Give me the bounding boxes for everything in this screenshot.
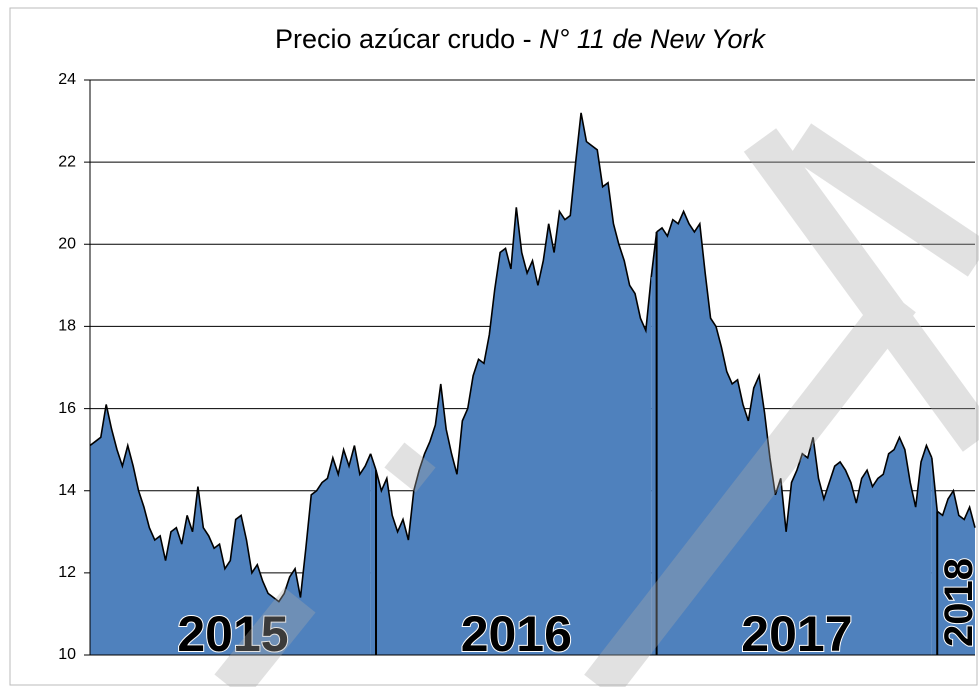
watermark xyxy=(214,123,979,687)
title-italic: N° 11 de New York xyxy=(539,24,766,54)
y-tick-label: 16 xyxy=(58,400,76,417)
year-label: 2016 xyxy=(461,606,572,662)
y-tick-label: 10 xyxy=(58,646,76,663)
area-bridge xyxy=(931,457,938,655)
area xyxy=(937,490,975,655)
y-tick-label: 18 xyxy=(58,318,76,335)
area xyxy=(376,112,652,656)
y-tick-label: 22 xyxy=(58,153,76,170)
chart-title: Precio azúcar crudo - N° 11 de New York xyxy=(275,24,767,54)
year-label: 2015 xyxy=(177,606,288,662)
line-bridge xyxy=(931,457,939,512)
y-tick-label: 20 xyxy=(58,236,76,253)
line xyxy=(89,404,372,603)
line xyxy=(936,488,976,528)
line xyxy=(375,112,653,541)
year-label: 2017 xyxy=(741,606,852,662)
year-label: 2018 xyxy=(937,558,979,647)
area-bridge xyxy=(651,231,657,655)
y-tick-label: 14 xyxy=(58,482,76,499)
area xyxy=(656,211,932,655)
title-main: Precio azúcar crudo - xyxy=(275,24,539,54)
y-tick-label: 24 xyxy=(58,71,76,88)
y-tick-label: 12 xyxy=(58,564,76,581)
area xyxy=(90,404,371,655)
area-bridge xyxy=(370,453,377,655)
line xyxy=(656,209,933,532)
line-bridge xyxy=(369,453,377,471)
